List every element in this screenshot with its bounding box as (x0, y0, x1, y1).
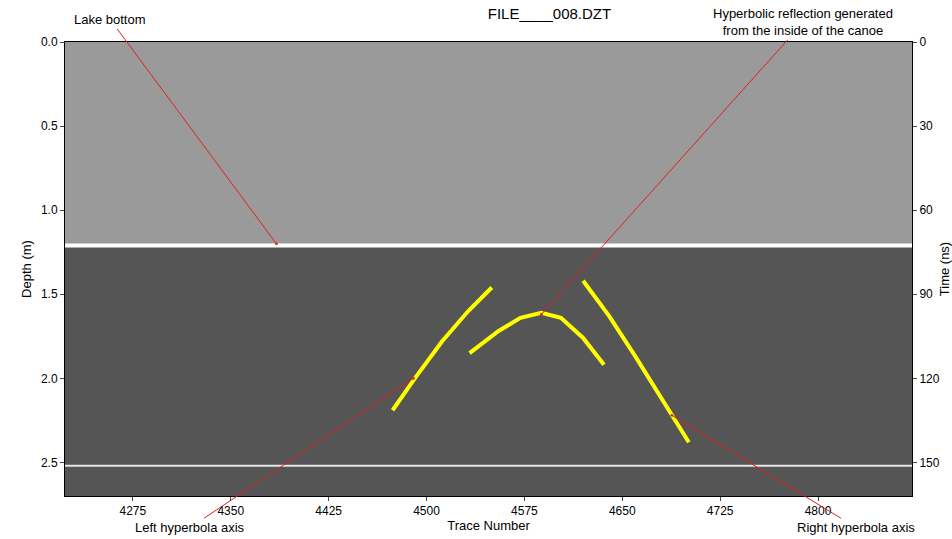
svg-text:Right hyperbola axis: Right hyperbola axis (797, 520, 915, 535)
svg-text:0.5: 0.5 (41, 119, 58, 133)
svg-text:1.0: 1.0 (41, 203, 58, 217)
svg-text:30: 30 (919, 119, 933, 133)
svg-text:Trace Number: Trace Number (447, 518, 530, 533)
svg-text:2.5: 2.5 (41, 456, 58, 470)
svg-text:Lake bottom: Lake bottom (74, 12, 146, 27)
svg-text:4275: 4275 (120, 504, 147, 518)
svg-text:0: 0 (919, 35, 926, 49)
svg-text:1.5: 1.5 (41, 287, 58, 301)
svg-text:4575: 4575 (511, 504, 538, 518)
svg-text:Hyperbolic reflection generate: Hyperbolic reflection generatedfrom the … (713, 6, 893, 38)
svg-text:FILE____008.DZT: FILE____008.DZT (488, 5, 611, 22)
svg-text:60: 60 (919, 203, 933, 217)
svg-text:4650: 4650 (609, 504, 636, 518)
svg-text:150: 150 (919, 456, 939, 470)
svg-text:0.0: 0.0 (41, 35, 58, 49)
svg-text:4500: 4500 (413, 504, 440, 518)
svg-text:4800: 4800 (805, 504, 832, 518)
svg-text:4350: 4350 (217, 504, 244, 518)
svg-text:4725: 4725 (707, 504, 734, 518)
svg-text:Left hyperbola axis: Left hyperbola axis (135, 520, 245, 535)
svg-text:90: 90 (919, 287, 933, 301)
svg-text:Depth (m): Depth (m) (19, 240, 34, 298)
svg-text:120: 120 (919, 372, 939, 386)
svg-text:Time (ns): Time (ns) (937, 242, 952, 296)
svg-text:4425: 4425 (315, 504, 342, 518)
svg-text:2.0: 2.0 (41, 372, 58, 386)
